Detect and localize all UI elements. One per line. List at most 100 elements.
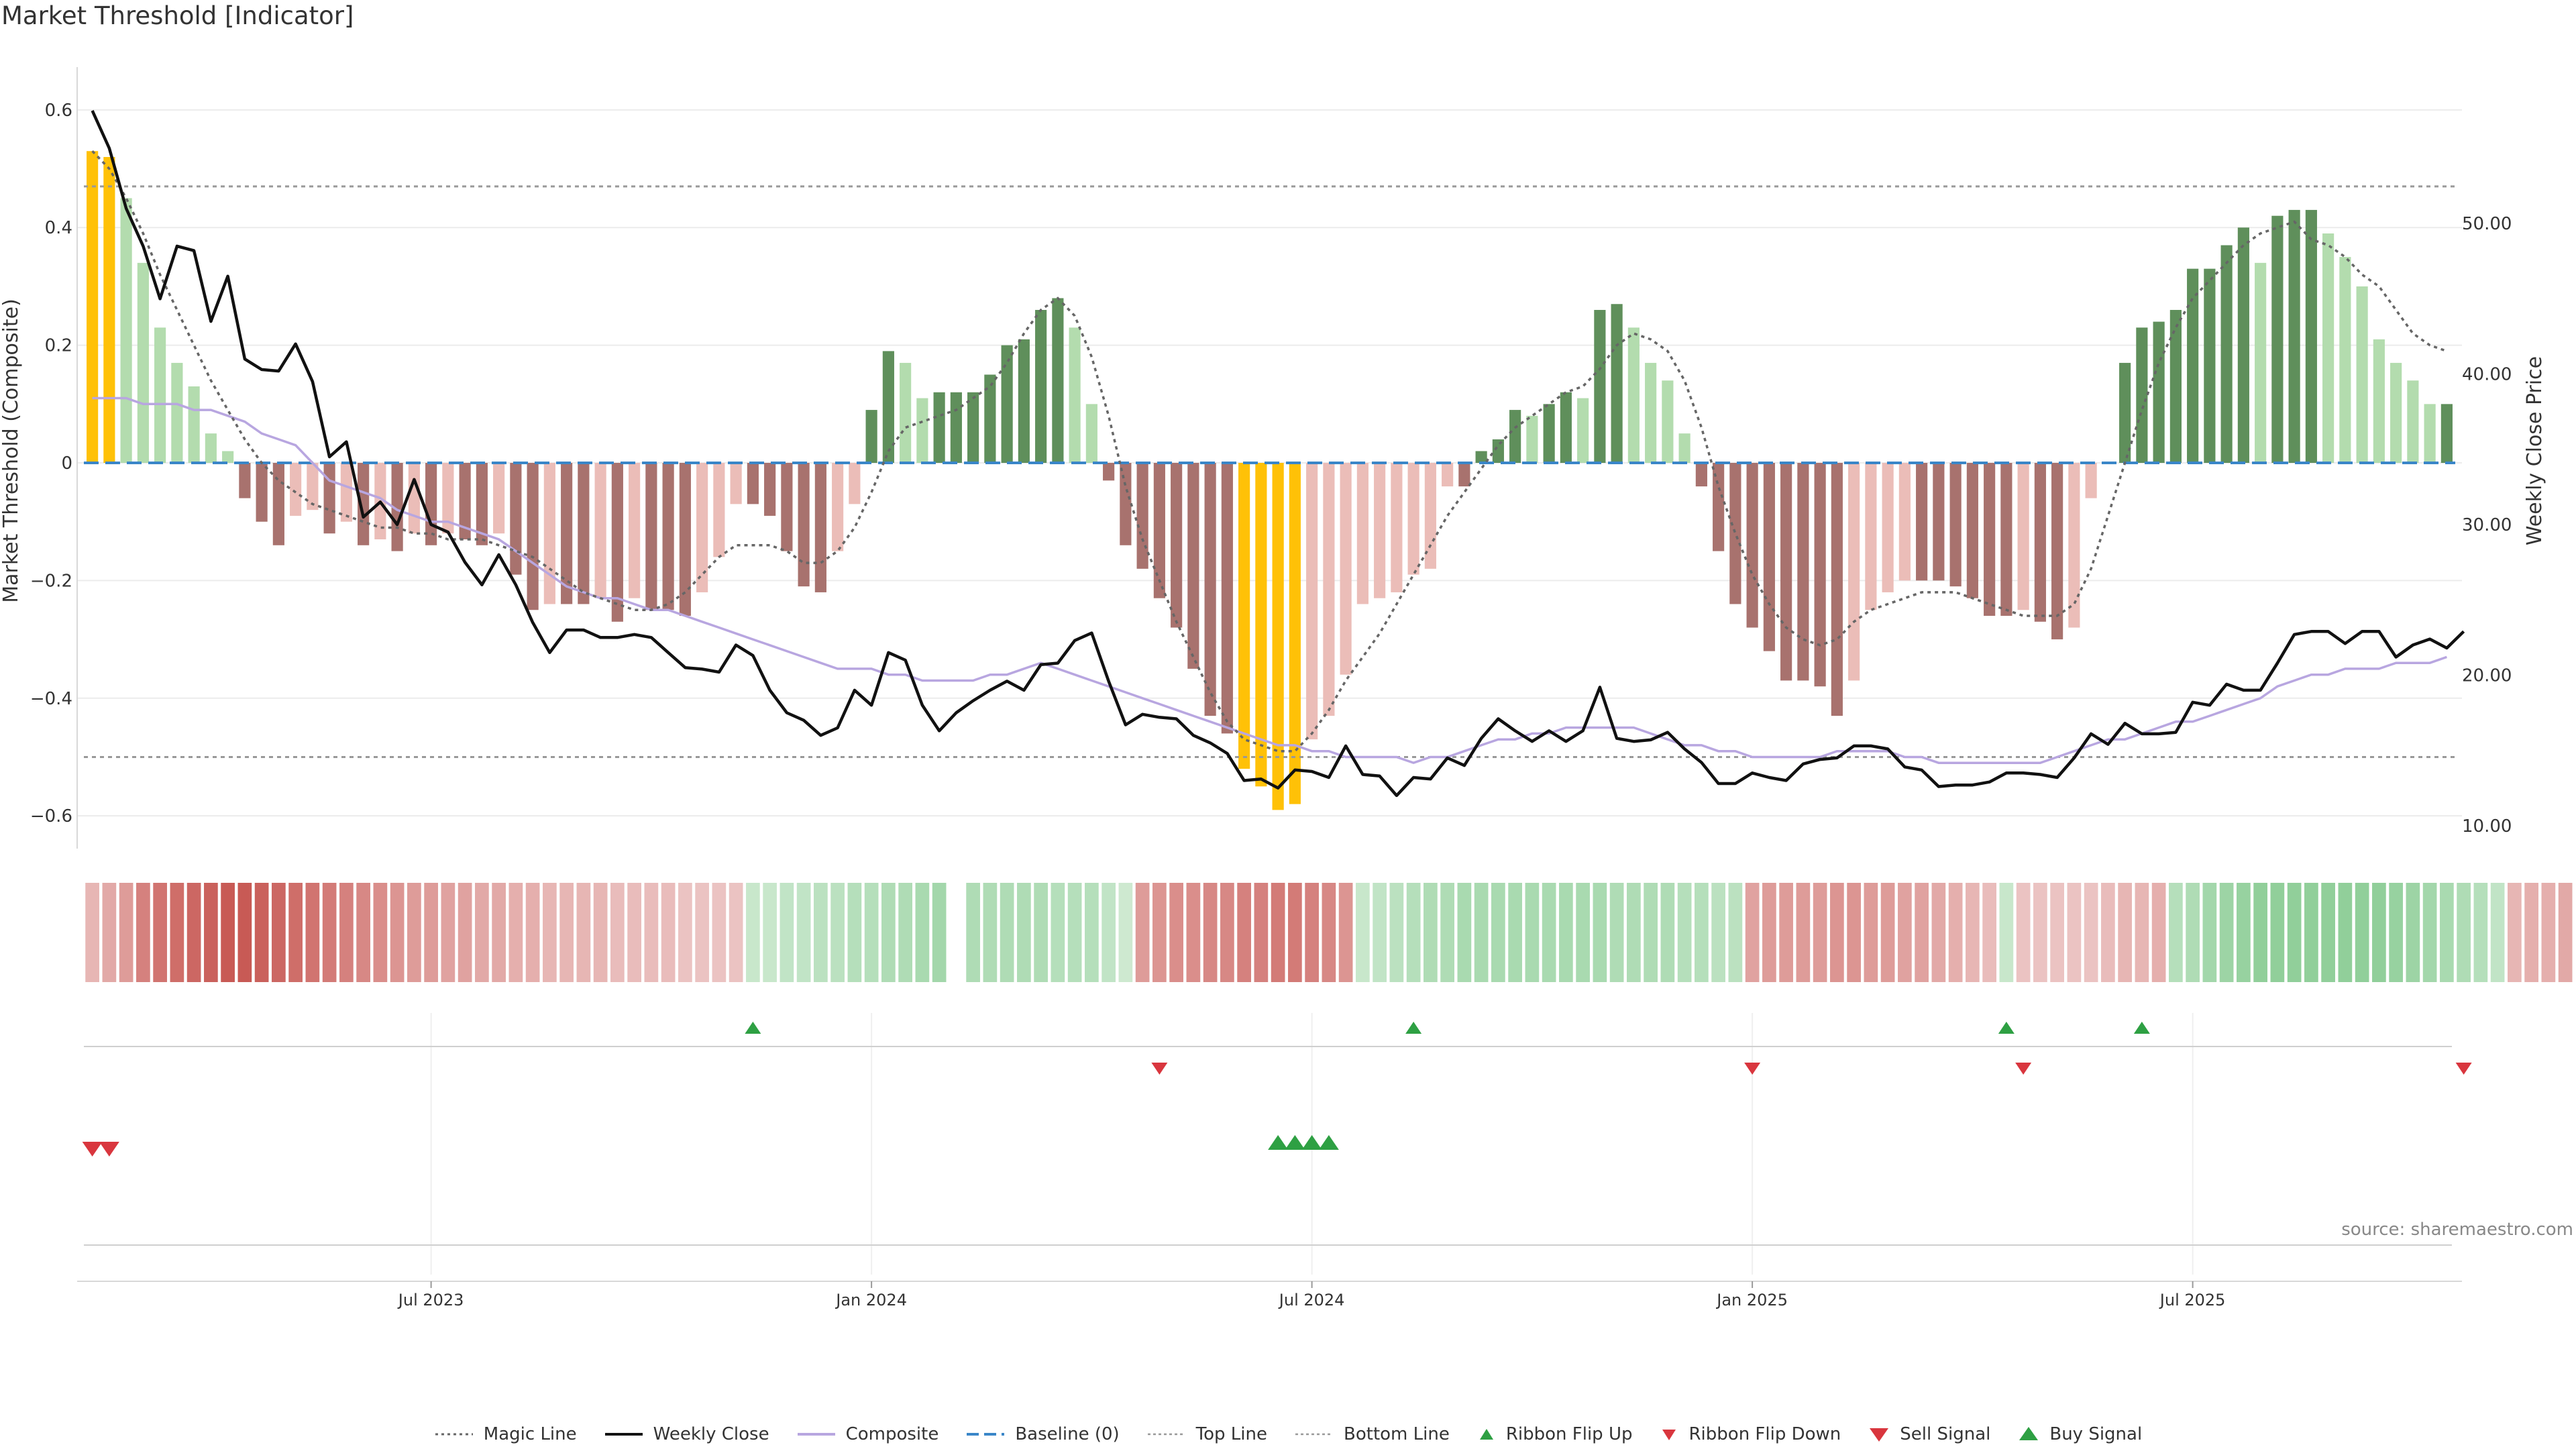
- ribbon-cell: [2355, 883, 2369, 982]
- composite-bar: [950, 392, 962, 463]
- ribbon-cell: [1745, 883, 1760, 982]
- y-tick-label-left: 0.4: [45, 218, 72, 238]
- composite-bar: [2136, 327, 2148, 463]
- composite-bar: [476, 463, 488, 545]
- legend-label: Top Line: [1195, 1424, 1267, 1444]
- composite-bar: [2153, 321, 2165, 463]
- ribbon-flip-down-marker: [2015, 1063, 2032, 1075]
- composite-bar: [1374, 463, 1386, 598]
- composite-bar: [171, 362, 183, 463]
- ribbon-cell: [2169, 883, 2183, 982]
- ribbon-cell: [424, 883, 438, 982]
- legend-item-bottom-line[interactable]: Bottom Line: [1294, 1424, 1450, 1444]
- composite-bar: [900, 362, 912, 463]
- composite-bars: [87, 151, 2453, 810]
- legend-item-buy-signal[interactable]: Buy Signal: [2017, 1424, 2142, 1444]
- composite-bar: [1136, 463, 1148, 569]
- ribbon-cell: [1728, 883, 1743, 982]
- ribbon-cell: [1254, 883, 1269, 982]
- ribbon-cell: [1593, 883, 1607, 982]
- composite-bar: [1627, 327, 1640, 463]
- composite-bar: [2237, 227, 2249, 463]
- y-tick-label-left: −0.4: [30, 689, 72, 709]
- composite-bar: [2407, 380, 2419, 463]
- legend-item-baseline[interactable]: Baseline (0): [965, 1424, 1120, 1444]
- composite-bar: [882, 351, 894, 463]
- ribbon-cell: [1017, 883, 1031, 982]
- ribbon-cell: [1457, 883, 1472, 982]
- composite-bar: [2424, 404, 2436, 463]
- ribbon-cell: [305, 883, 320, 982]
- ribbon-cell: [2202, 883, 2217, 982]
- ribbon-cell: [780, 883, 794, 982]
- legend-label: Bottom Line: [1344, 1424, 1450, 1444]
- composite-bar: [1831, 463, 1843, 716]
- composite-bar: [1984, 463, 1996, 616]
- ribbon-cell: [475, 883, 489, 982]
- ribbon-cell: [932, 883, 947, 982]
- composite-bar: [1001, 345, 1013, 463]
- composite-bar: [2373, 339, 2385, 463]
- legend-item-ribbon-flip-down[interactable]: Ribbon Flip Down: [1659, 1424, 1841, 1444]
- composite-bar: [1543, 404, 1555, 463]
- composite-bar: [1966, 463, 1978, 598]
- composite-bar: [323, 463, 335, 534]
- composite-bar: [713, 463, 725, 557]
- ribbon-cell: [2016, 883, 2031, 982]
- legend-swatch-composite: [796, 1426, 837, 1442]
- ribbon-cell: [559, 883, 574, 982]
- composite-bar: [1289, 463, 1301, 804]
- y-tick-label-left: −0.2: [30, 571, 72, 591]
- ribbon-cell: [1966, 883, 1980, 982]
- composite-bar: [1475, 451, 1487, 463]
- x-tick-label: Jul 2024: [1278, 1291, 1345, 1309]
- ribbon-cell: [1000, 883, 1014, 982]
- composite-bar: [849, 463, 861, 504]
- legend-label: Sell Signal: [1900, 1424, 1991, 1444]
- ribbon-cell: [2287, 883, 2302, 982]
- ribbon-cell: [2118, 883, 2132, 982]
- ribbon-cell: [2524, 883, 2538, 982]
- composite-bar: [205, 433, 217, 463]
- ribbon-cell: [1847, 883, 1861, 982]
- composite-bar: [747, 463, 759, 504]
- composite-bar: [1797, 463, 1809, 681]
- buy-signal-marker: [1301, 1135, 1322, 1150]
- ribbon-cell: [1762, 883, 1776, 982]
- ribbon-cell: [814, 883, 828, 982]
- composite-bar: [493, 463, 505, 534]
- composite-bar: [2169, 310, 2182, 463]
- ribbon-cell: [1203, 883, 1218, 982]
- legend-item-top-line[interactable]: Top Line: [1146, 1424, 1267, 1444]
- composite-bar: [1103, 463, 1115, 481]
- composite-bar: [239, 463, 251, 498]
- legend-item-weekly-close[interactable]: Weekly Close: [604, 1424, 769, 1444]
- ribbon-cell: [2558, 883, 2573, 982]
- ribbon-cell: [2151, 883, 2166, 982]
- composite-bar: [933, 392, 945, 463]
- ribbon-cell: [1305, 883, 1319, 982]
- ribbon-cell: [1627, 883, 1641, 982]
- triangle-up-icon: [2017, 1426, 2040, 1442]
- composite-bar: [2187, 268, 2199, 463]
- legend-item-composite[interactable]: Composite: [796, 1424, 938, 1444]
- composite-bar: [1594, 310, 1606, 463]
- ribbon-cell: [1135, 883, 1150, 982]
- legend-item-ribbon-flip-up[interactable]: Ribbon Flip Up: [1477, 1424, 1632, 1444]
- ribbon-cell: [2050, 883, 2064, 982]
- composite-bar: [865, 410, 877, 463]
- ribbon-cell: [1779, 883, 1793, 982]
- ribbon-cell: [2490, 883, 2505, 982]
- ribbon-cell: [2372, 883, 2386, 982]
- ribbon-cell: [119, 883, 133, 982]
- ribbon-cell: [627, 883, 641, 982]
- legend-swatch-magic-line: [434, 1426, 474, 1442]
- composite-bar: [1848, 463, 1860, 681]
- legend-item-sell-signal[interactable]: Sell Signal: [1868, 1424, 1990, 1444]
- composite-bar: [1933, 463, 1945, 581]
- legend-item-magic-line[interactable]: Magic Line: [434, 1424, 577, 1444]
- composite-bar: [2051, 463, 2063, 640]
- composite-bar: [1255, 463, 1267, 787]
- ribbon-cell: [678, 883, 692, 982]
